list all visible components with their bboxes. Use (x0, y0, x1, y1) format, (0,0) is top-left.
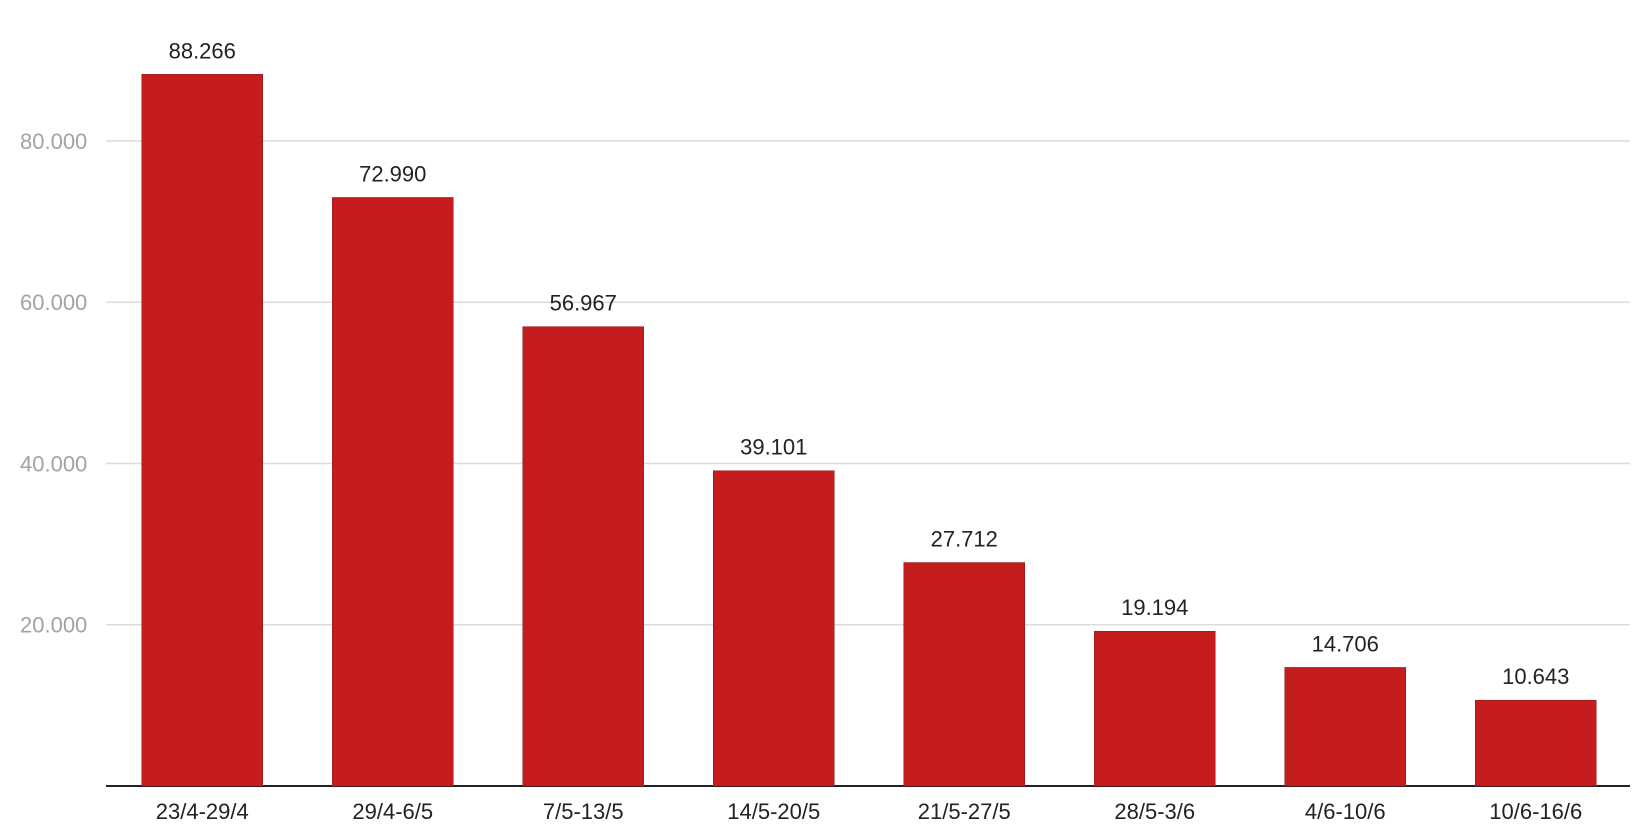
y-tick-label: 80.000 (20, 129, 87, 154)
y-tick-label: 20.000 (20, 613, 87, 638)
bar (713, 470, 835, 787)
bar (1284, 667, 1406, 787)
bar (1475, 699, 1597, 787)
x-category-label: 23/4-29/4 (156, 799, 249, 824)
bar-layer (141, 74, 1597, 787)
y-tick-label: 40.000 (20, 451, 87, 476)
bar (1094, 630, 1216, 787)
bar (522, 326, 644, 787)
x-category-label: 29/4-6/5 (352, 799, 433, 824)
x-category-label: 10/6-16/6 (1489, 799, 1582, 824)
bar-value-label: 27.712 (931, 527, 998, 552)
bar-value-label: 39.101 (740, 435, 807, 460)
x-category-label: 4/6-10/6 (1305, 799, 1386, 824)
bar (141, 74, 263, 787)
bar (903, 562, 1025, 787)
bar (332, 197, 454, 787)
bar-value-label: 10.643 (1502, 664, 1569, 689)
bar-value-label: 19.194 (1121, 595, 1188, 620)
x-category-label: 14/5-20/5 (727, 799, 820, 824)
bar-value-label: 56.967 (550, 291, 617, 316)
x-category-label: 7/5-13/5 (543, 799, 624, 824)
y-tick-label: 60.000 (20, 290, 87, 315)
bar-value-label: 88.266 (169, 38, 236, 63)
bar-value-label: 14.706 (1312, 631, 1379, 656)
bar-value-label: 72.990 (359, 161, 426, 186)
x-category-label: 21/5-27/5 (918, 799, 1011, 824)
x-category-label: 28/5-3/6 (1114, 799, 1195, 824)
label-layer: 20.000 40.000 60.000 80.000 88.266 23/4-29/4 7… (20, 38, 1582, 824)
